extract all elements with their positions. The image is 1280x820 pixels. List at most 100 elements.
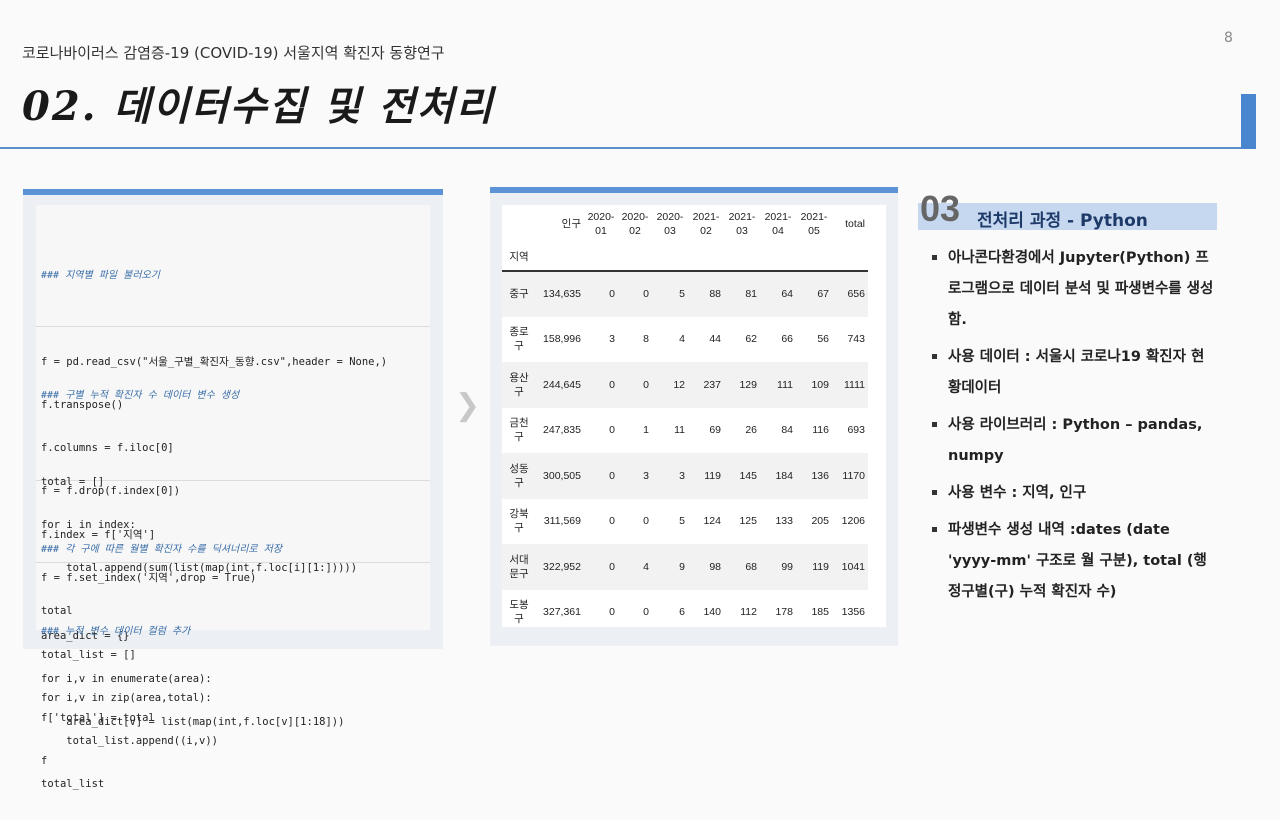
table-cell: 111 [760,362,796,408]
column-header: 2020- 03 [656,211,684,237]
region-cell: 도봉 구 [509,599,529,626]
table-cell: 1356 [841,606,865,619]
code-block-1: ### 지역별 파일 불러오기 f = pd.read_csv("서울_구별_확… [36,205,430,584]
column-header: 인구 [561,218,581,230]
table-cell: 64 [760,271,796,317]
region-cell: 강북 구 [509,508,529,535]
table-cell: 3 [618,453,652,499]
region-cell: 중구 [502,271,536,317]
section-number: 03 [920,188,961,229]
table-cell: 26 [745,424,757,437]
table-cell: 112 [740,606,757,619]
code-comment: ### 각 구에 따른 월별 확진자 수를 딕셔너리로 저장 [41,543,283,555]
table-cell: 693 [847,424,865,437]
table-cell: 0 [643,515,649,528]
table-cell: 119 [796,544,832,590]
table-cell: 3 [609,333,615,346]
code-comment: ### 구별 누적 확진자 수 데이터 변수 생성 [41,389,240,401]
table-header-row: 인구 2020- 01 2020- 02 2020- 03 2021- 02 2… [502,205,868,243]
code-line: for i,v in zip(area,total): [41,691,212,704]
table-row: 종로 구 158,996 3 8 4 44 62 66 56 743 [502,317,868,363]
table-cell: 134,635 [536,271,584,317]
title-rule [0,147,1256,149]
table-cell: 133 [775,515,793,528]
column-header: 2021- 05 [800,211,828,237]
table-row: 서대 문구 322,952 0 4 9 98 68 99 119 1041 [502,544,868,590]
slide-subtitle: 코로나바이러스 감염증-19 (COVID-19) 서울지역 확진자 동향연구 [22,44,445,62]
table-cell: 0 [609,424,615,437]
section-header-bg [918,203,1217,230]
table-cell: 136 [796,453,832,499]
code-line: f['total'] = total [41,711,155,724]
code-line: for i in index: [41,518,136,531]
code-panel: ### 지역별 파일 불러오기 f = pd.read_csv("서울_구별_확… [23,189,443,790]
code-line: total = [] [41,475,105,488]
section-title: 전처리 과정 - Python [977,211,1148,231]
code-line: f.index = f['지역'] [41,528,156,541]
code-line: f.columns = f.iloc[0] [41,442,174,455]
code-block-2: ### 구별 누적 확진자 수 데이터 변수 생성 total = [] for… [36,327,430,790]
table-cell: 99 [760,544,796,590]
table-cell: 1111 [832,362,868,408]
table-cell: 6 [679,606,685,619]
region-cell: 종로 구 [509,326,529,353]
page-number: 8 [1224,30,1233,46]
table-cell: 178 [775,606,793,619]
code-line: total.append(sum(list(map(int,f.loc[i][1… [41,562,358,575]
code-line: f = pd.read_csv("서울_구별_확진자_동향.csv",heade… [41,355,388,368]
table-cell: 68 [724,544,760,590]
table-cell: 185 [811,606,829,619]
bullet-item: 사용 라이브러리 : Python – pandas, numpy [930,410,1215,472]
table-cell: 1 [643,424,649,437]
code-line: total_list [41,778,105,791]
table-cell: 158,996 [543,333,581,346]
table-cell: 1206 [841,515,865,528]
table-cell: 145 [724,453,760,499]
table-row: 도봉 구 327,361 0 0 6 140 112 178 185 1356 [502,590,868,628]
table-cell: 205 [811,515,829,528]
table-cell: 0 [584,453,618,499]
dataframe-screenshot: 인구 2020- 01 2020- 02 2020- 03 2021- 02 2… [502,205,886,627]
table-row: 금천 구 247,835 0 1 11 69 26 84 116 693 [502,408,868,454]
table-cell: 119 [688,453,724,499]
column-header: 2020- 02 [621,211,649,237]
region-cell: 서대 문구 [502,544,536,590]
code-line: for i,v in enumerate(area): [41,672,212,685]
table-cell: 62 [745,333,757,346]
table-cell: 0 [584,362,618,408]
table-cell: 84 [781,424,793,437]
table-cell: 140 [703,606,721,619]
code-line: f = f.drop(f.index[0]) [41,485,181,498]
column-header: 2021- 03 [728,211,756,237]
table-row: 중구 134,635 0 0 5 88 81 64 67 656 [502,271,868,317]
table-cell: 1170 [832,453,868,499]
table-cell: 109 [796,362,832,408]
table-cell: 67 [796,271,832,317]
code-line: total_list = [] [41,648,136,661]
column-header: 2020- 01 [587,211,615,237]
table-cell: 11 [674,424,685,437]
bullet-item: 파생변수 생성 내역 :dates (date 'yyyy-mm' 구조로 월 … [930,515,1215,608]
code-line: f [41,754,48,767]
table-cell: 322,952 [536,544,584,590]
table-cell: 88 [688,271,724,317]
table-cell: 98 [688,544,724,590]
table-panel-bar [490,187,898,193]
index-label: 지역 [502,243,536,272]
table-cell: 56 [817,333,829,346]
table-cell: 0 [584,271,618,317]
code-block-3: ### 각 구에 따른 월별 확진자 수를 딕셔너리로 저장 area_dict… [36,481,430,728]
bullet-item: 사용 변수 : 지역, 인구 [930,478,1215,509]
bullet-item: 아나콘다환경에서 Jupyter(Python) 프로그램으로 데이터 분석 및… [930,243,1215,336]
table-cell: 656 [832,271,868,317]
table-cell: 8 [643,333,649,346]
table-cell: 9 [652,544,688,590]
table-cell: 5 [679,515,685,528]
table-cell: 311,569 [543,515,581,528]
table-cell: 0 [609,515,615,528]
table-cell: 129 [724,362,760,408]
code-comment: ### 지역별 파일 불러오기 [41,269,160,281]
bullet-list: 아나콘다환경에서 Jupyter(Python) 프로그램으로 데이터 분석 및… [930,243,1215,614]
code-line: f = f.set_index('지역',drop = True) [41,571,257,584]
table-row: 성동 구 300,505 0 3 3 119 145 184 136 1170 [502,453,868,499]
